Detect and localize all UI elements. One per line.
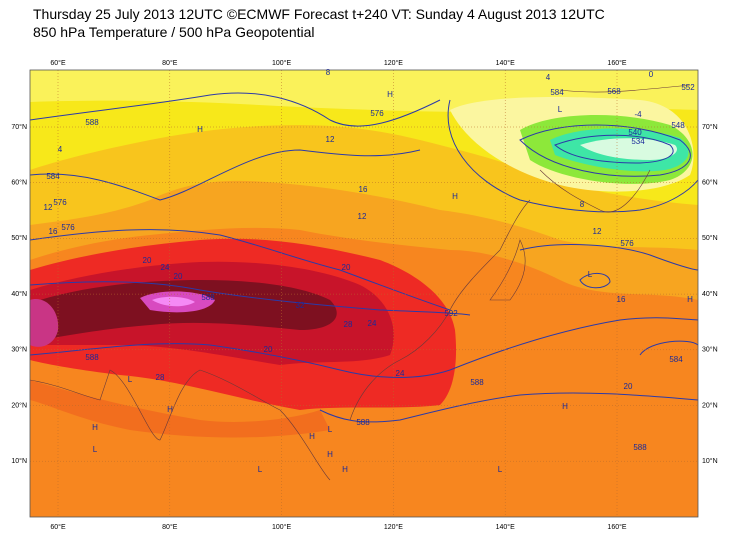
contour-label: 24 xyxy=(161,263,170,272)
pressure-centre: L xyxy=(328,425,333,434)
contour-label: 576 xyxy=(620,239,634,248)
contour-label: 584 xyxy=(46,172,60,181)
contour-label: 552 xyxy=(681,83,695,92)
contour-label: 584 xyxy=(550,88,564,97)
pressure-centre: L xyxy=(258,465,263,474)
latitude-label: 20°N xyxy=(11,401,27,409)
latitude-label: 30°N xyxy=(702,346,718,354)
contour-label: 20 xyxy=(264,345,273,354)
pressure-centre: L xyxy=(588,270,593,279)
contour-label: 32 xyxy=(296,301,305,310)
contour-label: 28 xyxy=(344,320,353,329)
contour-label: 24 xyxy=(396,369,405,378)
latitude-label: 60°N xyxy=(11,179,27,187)
contour-label: 592 xyxy=(444,309,458,318)
latitude-label: 40°N xyxy=(702,290,718,298)
contour-label: 20 xyxy=(342,263,351,272)
contour-label: 12 xyxy=(593,227,602,236)
contour-label: 4 xyxy=(546,73,551,82)
contour-label: 12 xyxy=(358,212,367,221)
longitude-label: 140°E xyxy=(496,59,515,67)
contour-label: 12 xyxy=(44,203,53,212)
longitude-label: 100°E xyxy=(272,523,291,531)
contour-label: 588 xyxy=(356,418,370,427)
contour-label: 24 xyxy=(368,319,377,328)
contour-label: 540 xyxy=(628,128,642,137)
contour-label: -4 xyxy=(634,110,642,119)
contour-label: 28 xyxy=(156,373,165,382)
contour-label: 568 xyxy=(607,87,621,96)
latitude-label: 50°N xyxy=(11,234,27,242)
pressure-centre: H xyxy=(342,465,348,474)
longitude-label: 60°E xyxy=(50,59,66,67)
contour-label: 4 xyxy=(58,145,63,154)
pressure-centre: H xyxy=(452,192,458,201)
latitude-label: 40°N xyxy=(11,290,27,298)
pressure-centre: H xyxy=(387,90,393,99)
contour-label: 576 xyxy=(53,198,67,207)
contour-label: 8 xyxy=(326,68,331,77)
latitude-label: 70°N xyxy=(702,123,718,131)
contour-label: 584 xyxy=(669,355,683,364)
longitude-label: 80°E xyxy=(162,59,178,67)
contour-label: 20 xyxy=(143,256,152,265)
pressure-centre: H xyxy=(327,450,333,459)
contour-label: 548 xyxy=(671,121,685,130)
pressure-centre: L xyxy=(93,445,98,454)
longitude-label: 140°E xyxy=(496,523,515,531)
longitude-label: 160°E xyxy=(607,59,626,67)
contour-label: 20 xyxy=(174,272,183,281)
latitude-label: 20°N xyxy=(702,401,718,409)
pressure-centre: H xyxy=(197,125,203,134)
contour-label: 588 xyxy=(85,118,99,127)
subtitle: 850 hPa Temperature / 500 hPa Geopotenti… xyxy=(33,24,315,40)
contour-label: 20 xyxy=(624,382,633,391)
latitude-label: 60°N xyxy=(702,179,718,187)
contour-label: 588 xyxy=(201,293,215,302)
latitude-label: 10°N xyxy=(11,457,27,465)
contour-label: 12 xyxy=(326,135,335,144)
latitude-label: 50°N xyxy=(702,234,718,242)
temperature-field xyxy=(30,70,698,517)
longitude-label: 160°E xyxy=(607,523,626,531)
pressure-centre: H xyxy=(687,295,693,304)
pressure-centre: L xyxy=(128,375,133,384)
pressure-centre: H xyxy=(92,423,98,432)
contour-label: 576 xyxy=(370,109,384,118)
contour-label: 576 xyxy=(61,223,75,232)
pressure-centre: L xyxy=(498,465,503,474)
contour-label: 588 xyxy=(85,353,99,362)
contour-label: 588 xyxy=(470,378,484,387)
longitude-label: 80°E xyxy=(162,523,178,531)
pressure-centre: H xyxy=(309,432,315,441)
contour-label: 588 xyxy=(633,443,647,452)
pressure-centre: L xyxy=(558,105,563,114)
contour-label: 0 xyxy=(649,70,654,79)
pressure-centre: H xyxy=(562,402,568,411)
title: Thursday 25 July 2013 12UTC ©ECMWF Forec… xyxy=(33,6,605,22)
contour-label: 16 xyxy=(359,185,368,194)
longitude-label: 120°E xyxy=(384,523,403,531)
contour-label: 16 xyxy=(49,227,58,236)
latitude-label: 10°N xyxy=(702,457,718,465)
contour-label: 534 xyxy=(631,137,645,146)
longitude-label: 120°E xyxy=(384,59,403,67)
contour-label: 16 xyxy=(617,295,626,304)
longitude-label: 100°E xyxy=(272,59,291,67)
contour-label: 8 xyxy=(580,200,585,209)
longitude-label: 60°E xyxy=(50,523,66,531)
latitude-label: 70°N xyxy=(11,123,27,131)
latitude-label: 30°N xyxy=(11,346,27,354)
pressure-centre: H xyxy=(167,405,173,414)
